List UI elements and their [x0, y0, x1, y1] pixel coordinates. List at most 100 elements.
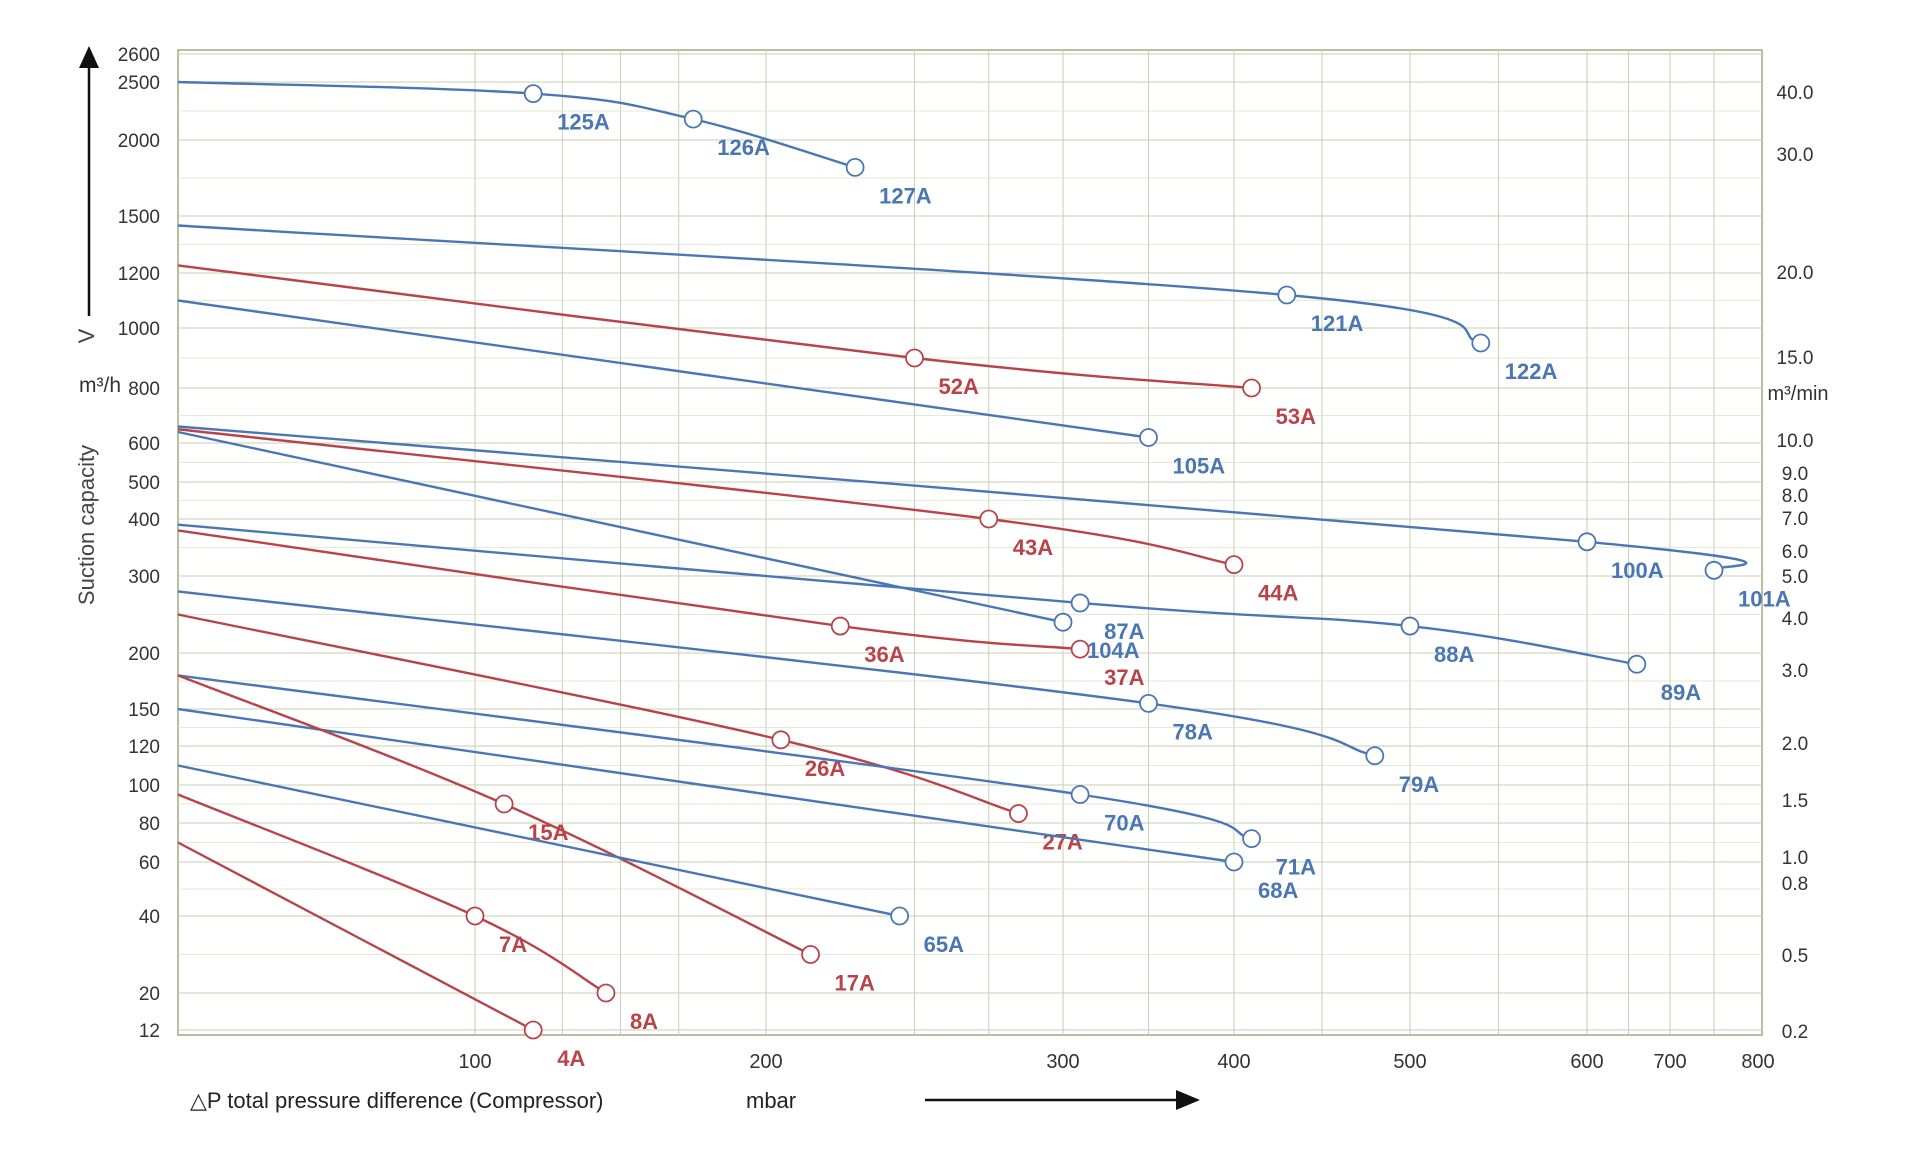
marker-label-71a: 71A — [1276, 855, 1316, 880]
y-tick-label-left: 200 — [128, 644, 160, 665]
marker-71a — [1242, 829, 1261, 848]
series-line-36a-37a — [177, 529, 1081, 651]
grid — [177, 49, 1763, 1036]
marker-label-79a: 79A — [1399, 772, 1439, 797]
marker-70a — [1070, 785, 1090, 804]
x-tick-label: 400 — [1217, 1051, 1250, 1073]
marker-label-4a: 4A — [557, 1046, 585, 1071]
marker-label-125a: 125A — [557, 110, 610, 135]
marker-88a — [1400, 616, 1420, 636]
y-tick-label-left: 2000 — [118, 131, 160, 152]
y-tick-label-right: 2.0 — [1782, 734, 1808, 755]
y-tick-label-right: 5.0 — [1782, 567, 1808, 588]
y-tick-label-left: 500 — [128, 473, 160, 494]
marker-53a — [1242, 378, 1261, 398]
series-line-87a-88a-89a — [177, 523, 1637, 666]
y-tick-label-right: 8.0 — [1782, 486, 1808, 507]
marker-121a — [1277, 285, 1297, 305]
marker-label-53a: 53A — [1276, 404, 1316, 429]
x-tick-label: 200 — [749, 1051, 782, 1073]
y-tick-label-right: 9.0 — [1782, 464, 1808, 485]
series-line-4a — [177, 841, 534, 1032]
y-tick-label-right: 1.0 — [1782, 848, 1808, 869]
marker-100a — [1577, 532, 1597, 552]
y-tick-label-right: 10.0 — [1777, 431, 1814, 452]
x-tick-label: 800 — [1741, 1051, 1774, 1073]
marker-label-127a: 127A — [879, 183, 932, 208]
marker-15a — [494, 794, 514, 814]
marker-78a — [1139, 694, 1158, 713]
y-tick-label-right: 1.5 — [1782, 791, 1808, 812]
x-tick-label: 300 — [1046, 1051, 1079, 1073]
marker-8a — [596, 983, 616, 1003]
series-line-26a-27a — [177, 613, 1019, 815]
marker-7a — [465, 906, 485, 926]
marker-label-88a: 88A — [1434, 642, 1474, 667]
series-line-125a-126a-127a — [177, 80, 856, 169]
y-tick-label-left: 100 — [128, 776, 160, 797]
marker-87a — [1070, 593, 1090, 613]
marker-label-121a: 121A — [1311, 311, 1364, 336]
marker-label-70a: 70A — [1104, 811, 1144, 836]
marker-36a — [830, 616, 850, 636]
marker-52a — [905, 348, 924, 368]
y-tick-label-right: 30.0 — [1777, 145, 1814, 166]
marker-126a — [683, 109, 703, 129]
marker-label-78a: 78A — [1173, 719, 1213, 744]
marker-68a — [1224, 852, 1244, 872]
marker-44a — [1224, 555, 1244, 574]
marker-label-52a: 52A — [939, 374, 979, 399]
y-axis-arrow-head — [79, 46, 99, 68]
y-tick-label-left: 1500 — [118, 207, 160, 228]
marker-label-7a: 7A — [499, 932, 527, 957]
marker-label-8a: 8A — [630, 1009, 658, 1034]
marker-label-100a: 100A — [1611, 558, 1664, 583]
labels: Suction capacity V m³/h m³/min △P total … — [74, 328, 1829, 1113]
marker-label-37a: 37A — [1104, 665, 1144, 690]
y-tick-label-right: 15.0 — [1777, 348, 1814, 369]
x-axis-title: △P total pressure difference (Compressor… — [190, 1088, 604, 1113]
series-line-52a-53a — [177, 264, 1252, 390]
y-unit-left: m³/h — [79, 374, 121, 397]
y-tick-label-left: 2600 — [118, 45, 160, 66]
marker-43a — [979, 509, 999, 529]
y-tick-label-left: 1200 — [118, 264, 160, 285]
marker-125a — [523, 84, 543, 103]
y-axis-title: Suction capacity — [74, 445, 99, 605]
x-axis-arrow-head — [1176, 1090, 1200, 1110]
series-line-104a — [177, 430, 1064, 624]
y-tick-label-left: 120 — [128, 737, 160, 758]
marker-label-89a: 89A — [1661, 680, 1701, 705]
y-tick-label-right: 20.0 — [1777, 263, 1814, 284]
marker-101a — [1704, 560, 1724, 580]
y-tick-label-left: 2500 — [118, 73, 160, 94]
marker-37a — [1070, 639, 1090, 659]
y-tick-label-right: 40.0 — [1777, 83, 1814, 104]
series-line-43a-44a — [177, 428, 1235, 566]
series-layer: 125A 126A 127A 121A 122A 52A 53A 105A 100A 101A 43… — [177, 80, 1791, 1071]
y-arrow-label: V — [74, 328, 99, 343]
marker-label-126a: 126A — [717, 135, 770, 160]
y-tick-label-left: 80 — [139, 814, 160, 835]
axes: 2600 2500 2000 1500 1200 1000 800 600 500 400 300 2… — [79, 45, 1813, 1110]
series-line-68a — [177, 707, 1235, 864]
y-tick-label-right: 0.5 — [1782, 946, 1808, 967]
series-line-78a-79a — [177, 590, 1376, 757]
x-tick-label: 700 — [1653, 1051, 1686, 1073]
y-tick-label-left: 300 — [128, 567, 160, 588]
marker-label-36a: 36A — [864, 642, 904, 667]
series-line-70a-71a — [177, 674, 1252, 840]
series-line-100a-101a — [177, 425, 1748, 572]
marker-label-105a: 105A — [1173, 454, 1226, 479]
marker-105a — [1139, 428, 1158, 447]
marker-65a — [890, 906, 910, 926]
x-tick-label: 600 — [1570, 1051, 1603, 1073]
marker-127a — [845, 157, 865, 177]
marker-104a — [1053, 612, 1073, 632]
marker-label-27a: 27A — [1042, 830, 1082, 855]
y-tick-label-left: 400 — [128, 510, 160, 531]
marker-label-104a: 104A — [1087, 638, 1140, 663]
marker-4a — [523, 1020, 543, 1040]
